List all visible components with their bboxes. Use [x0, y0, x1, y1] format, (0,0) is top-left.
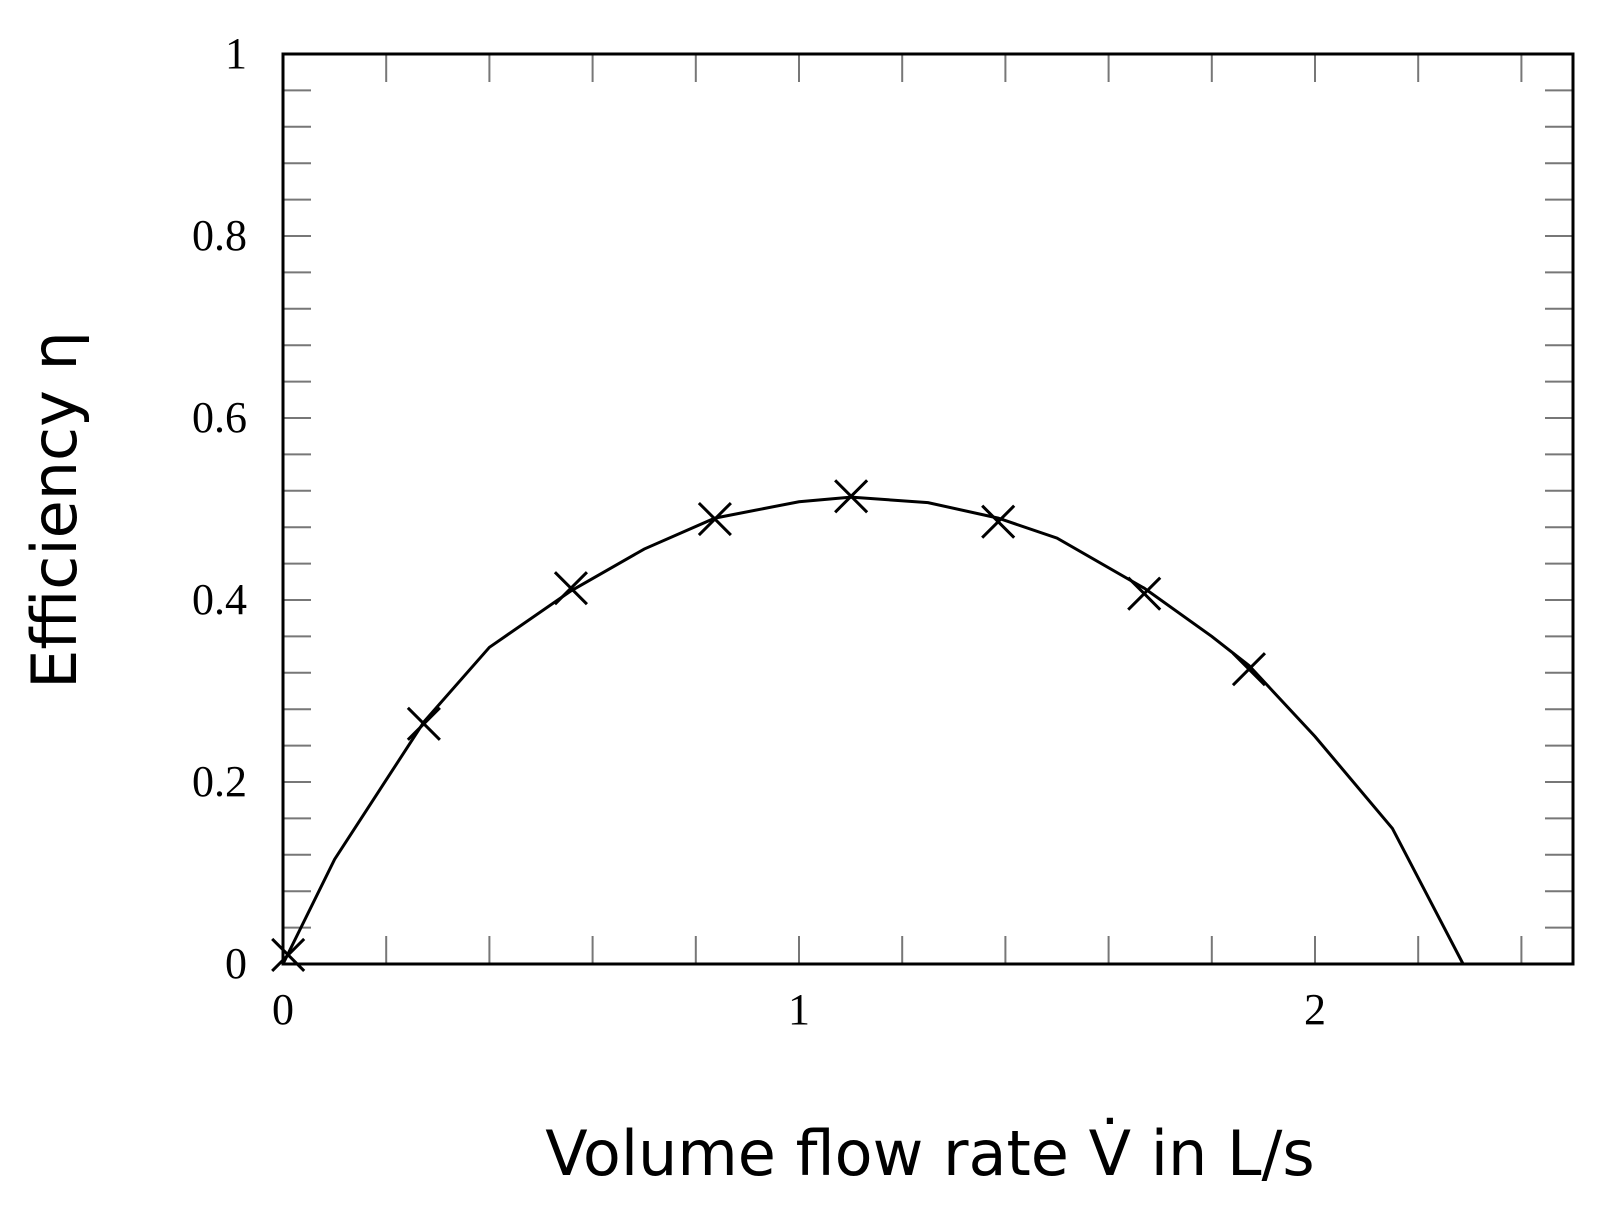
- y-tick-label: 0.6: [192, 393, 247, 442]
- x-axis-label: Volume flow rate V̇ in L/s: [545, 1117, 1314, 1190]
- y-tick-label: 0: [225, 939, 247, 988]
- data-point: [981, 504, 1016, 539]
- y-tick-label: 0.2: [192, 757, 247, 806]
- y-tick-label: 0.4: [192, 575, 247, 624]
- x-tick-label: 2: [1304, 985, 1326, 1034]
- y-axis-label: Efficiency η: [18, 331, 91, 689]
- x-tick-label: 0: [272, 985, 294, 1034]
- y-tick-label: 0.8: [192, 211, 247, 260]
- y-tick-label: 1: [225, 29, 247, 78]
- x-tick-label: 1: [788, 985, 810, 1034]
- fit-curve: [281, 495, 1465, 965]
- plot-frame: [281, 52, 1575, 966]
